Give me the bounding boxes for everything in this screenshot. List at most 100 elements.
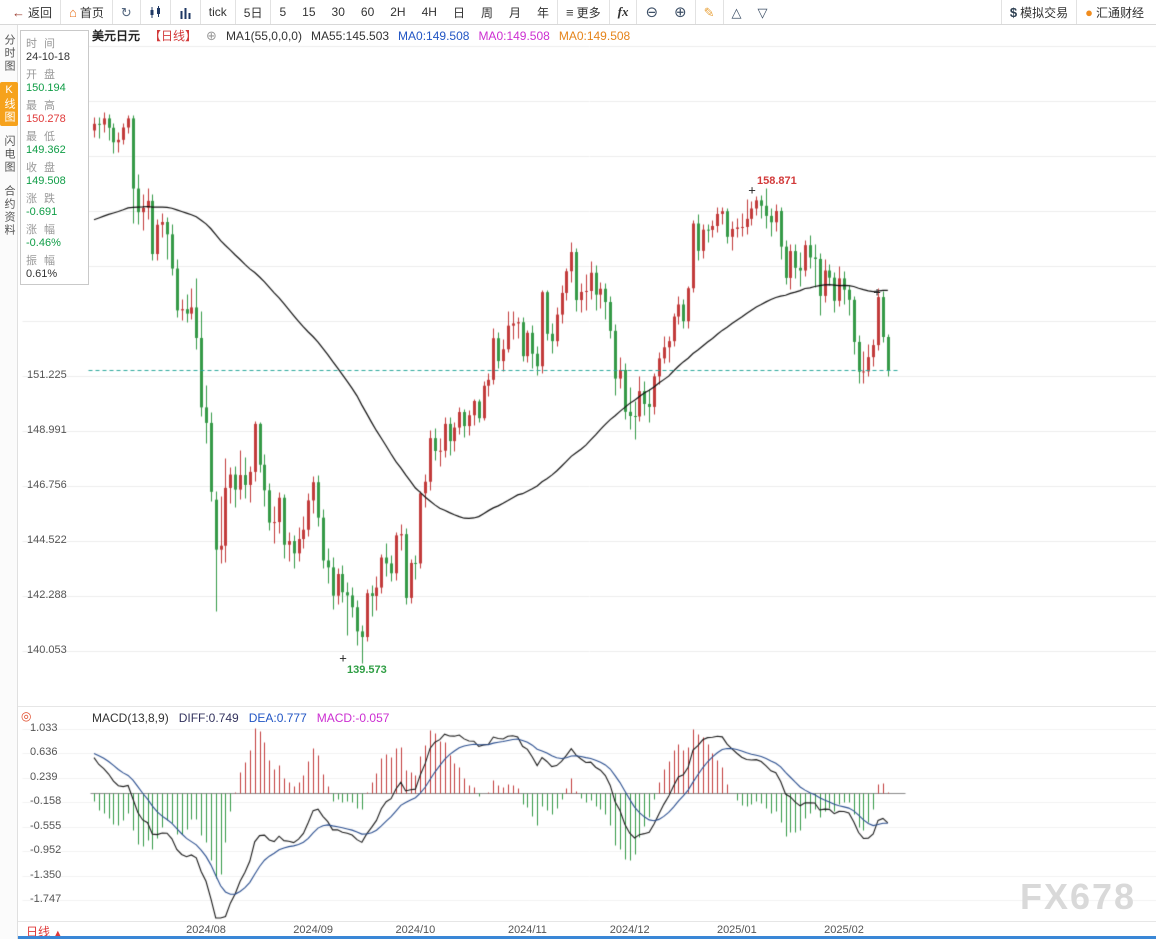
info-value: 150.194 xyxy=(26,82,66,94)
cross-marker-icon: + xyxy=(339,650,347,666)
bars-icon xyxy=(179,6,192,19)
tri-up-icon: △ xyxy=(731,4,742,20)
info-label: 最 低 xyxy=(26,131,58,143)
time-tick[interactable]: 2024/09 xyxy=(293,924,334,936)
info-label: 振 幅 xyxy=(26,255,58,267)
tf-day[interactable]: 日 xyxy=(445,0,473,24)
macd-tick: 1.033 xyxy=(30,721,58,734)
macd-tick: -1.350 xyxy=(30,868,62,881)
toolbar-item-label: 返回 xyxy=(28,5,53,20)
kline-chart-button[interactable] xyxy=(139,0,170,24)
price-tick: 142.288 xyxy=(27,588,67,601)
macd-legend-item: DIFF:0.749 xyxy=(178,711,239,725)
sidebar-tab-2[interactable]: K线图 xyxy=(0,82,18,126)
info-value: -0.46% xyxy=(26,237,61,249)
toolbar-item-label: 2H xyxy=(390,5,406,19)
time-tick[interactable]: 2024/11 xyxy=(507,924,547,936)
info-label: 涨 幅 xyxy=(26,224,58,236)
toolbar-item-label: 更多 xyxy=(576,5,601,20)
panel-divider xyxy=(0,706,1156,707)
tf-year[interactable]: 年 xyxy=(529,0,557,24)
pencil-icon: ✎ xyxy=(703,4,715,20)
sidebar-tab-3[interactable]: 闪电图 xyxy=(3,135,15,174)
draw-pencil-button[interactable]: ✎ xyxy=(694,0,723,24)
info-label: 涨 跌 xyxy=(26,193,58,205)
tf-5d-button[interactable]: 5日 xyxy=(234,0,271,24)
time-tick[interactable]: 2025/01 xyxy=(716,924,757,936)
toolbar-item-label: tick xyxy=(208,5,227,19)
time-tick[interactable]: 2024/08 xyxy=(186,924,226,936)
sidebar-tab-4[interactable]: 合约资料 xyxy=(3,185,15,237)
tf-15[interactable]: 15 xyxy=(294,0,323,24)
tf-30[interactable]: 30 xyxy=(324,0,353,24)
period-selector[interactable]: 日线 ▲ xyxy=(26,923,62,939)
tri-down-icon: ▽ xyxy=(757,4,768,20)
price-chart-header: 美元日元 【日线】 ⊕ MA1(55,0,0,0) MA55:145.503 MA0:1… xyxy=(92,27,630,44)
top-pattern-button[interactable]: △ xyxy=(722,0,750,24)
toolbar-item-label: 30 xyxy=(331,5,345,19)
toolbar-item-label: 15 xyxy=(302,5,316,19)
time-tick[interactable]: 2025/02 xyxy=(824,924,864,936)
zoom-in-button[interactable]: ⊕ xyxy=(666,0,695,24)
indicator-bars-button[interactable] xyxy=(169,0,200,24)
info-value: 149.508 xyxy=(26,175,66,187)
bottom-pattern-button[interactable]: ▽ xyxy=(750,0,776,24)
refresh-button[interactable]: ↻ xyxy=(111,0,140,24)
macd-tick: 0.636 xyxy=(30,746,58,759)
info-value: -0.691 xyxy=(26,206,58,218)
ohlc-info-panel: 时 间 24-10-18 开 盘 150.194 最 高 150.278 最 低 149.36… xyxy=(20,30,89,285)
cross-marker-icon: + xyxy=(748,182,756,198)
home-button[interactable]: ⌂ 首页 xyxy=(60,0,112,24)
time-tick[interactable]: 2024/12 xyxy=(609,924,650,936)
ma-legend: MA1(55,0,0,0) MA55:145.503 MA0:149.508 MA0:… xyxy=(226,29,630,43)
demo-trading-button[interactable]: $ 模拟交易 xyxy=(1000,0,1076,24)
period-selector-label: 日线 xyxy=(26,925,51,939)
toolbar-item-label: 5 xyxy=(279,5,287,19)
menu-icon: ≡ xyxy=(566,4,574,20)
tf-week[interactable]: 周 xyxy=(473,0,501,24)
more-button[interactable]: ≡ 更多 xyxy=(557,0,609,24)
refresh-icon: ↻ xyxy=(120,4,132,20)
back-button[interactable]: ← 返回 xyxy=(4,0,60,24)
chart-type-sidebar: 分时图 K线图闪电图合约资料 xyxy=(0,25,18,939)
tf-4h[interactable]: 4H xyxy=(414,0,445,24)
info-label: 时 间 xyxy=(26,38,58,50)
tf-month[interactable]: 月 xyxy=(501,0,529,24)
toolbar-item-label: 模拟交易 xyxy=(1020,5,1069,20)
price-tick: 151.225 xyxy=(27,369,67,381)
macd-legend-item: DEA:0.777 xyxy=(248,711,307,725)
toolbar-item-label: 60 xyxy=(360,5,375,19)
back-icon: ← xyxy=(12,4,25,20)
toolbar-item-label: 4H xyxy=(421,5,437,19)
price-annotation: 139.573 xyxy=(347,664,387,676)
dollar-icon: $ xyxy=(1009,4,1018,20)
info-value: 24-10-18 xyxy=(26,51,71,63)
ma-legend-item: MA1(55,0,0,0) xyxy=(225,28,302,43)
toolbar-item-label: fx xyxy=(617,4,629,19)
bottom-scrollbar[interactable] xyxy=(0,936,1156,939)
info-value: 150.278 xyxy=(26,113,66,125)
info-label: 最 高 xyxy=(26,100,58,112)
symbol-title: 美元日元 xyxy=(92,29,141,43)
tf-2h[interactable]: 2H xyxy=(382,0,413,24)
add-overlay-icon[interactable]: ⊕ xyxy=(206,27,217,43)
macd-header: MACD(13,8,9) DIFF:0.749 DEA:0.777 MACD:-0.0… xyxy=(92,711,389,725)
price-tick: 146.756 xyxy=(27,479,67,491)
macd-tick: -0.952 xyxy=(30,844,62,857)
tf-5[interactable]: 5 xyxy=(270,0,294,24)
macd-settings-icon[interactable]: ◎ xyxy=(21,709,32,723)
tick-button[interactable]: tick xyxy=(199,0,235,24)
info-value: 0.61% xyxy=(26,268,58,280)
zoom-out-button[interactable]: ⊖ xyxy=(636,0,666,24)
toolbar-item-label: 5日 xyxy=(243,5,263,20)
tf-60[interactable]: 60 xyxy=(353,0,382,24)
price-tick: 144.522 xyxy=(27,533,67,546)
fx-button[interactable]: fx xyxy=(608,0,637,24)
macd-legend-item: MACD(13,8,9) xyxy=(92,711,169,725)
logo-icon: ● xyxy=(1085,4,1093,20)
ma-legend-item: MA0:149.508 xyxy=(558,28,631,43)
time-tick[interactable]: 2024/10 xyxy=(395,924,436,936)
sidebar-tab-1[interactable]: 分时图 xyxy=(3,34,15,73)
huitong-button[interactable]: ● 汇通财经 xyxy=(1076,0,1152,24)
